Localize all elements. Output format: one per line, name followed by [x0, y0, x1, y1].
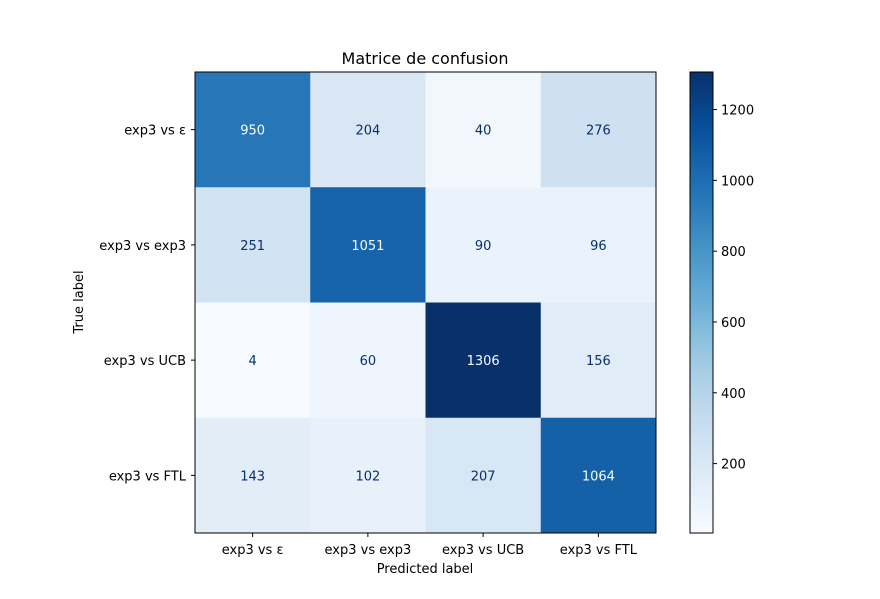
- heatmap-cell: [310, 187, 426, 303]
- cell-value-label: 204: [355, 124, 380, 139]
- heatmap-cell: [540, 187, 657, 303]
- x-tick-label: exp3 vs UCB: [442, 543, 524, 558]
- x-axis-ticks: exp3 vs ε exp3 vs exp3 exp3 vs UCB exp3 vs …: [222, 533, 638, 558]
- heatmap-cell: [195, 417, 311, 534]
- heatmap-cell: [310, 302, 426, 419]
- colorbar-tick-label: 1200: [721, 104, 754, 119]
- x-tick-label: exp3 vs exp3: [325, 543, 412, 558]
- y-axis-ticks: exp3 vs ε exp3 vs exp3 exp3 vs UCB exp3 vs …: [99, 124, 195, 484]
- cell-value-label: 207: [471, 469, 496, 484]
- cell-value-label: 276: [586, 124, 611, 139]
- colorbar-tick-label: 200: [721, 458, 746, 473]
- cell-value-label: 143: [240, 469, 265, 484]
- heatmap-cell: [195, 187, 311, 303]
- colorbar-tick-label: 1000: [721, 174, 754, 189]
- cell-value-label: 102: [355, 469, 380, 484]
- cell-value-label: 90: [475, 239, 492, 254]
- x-axis-label: Predicted label: [377, 562, 474, 577]
- cell-value-label: 950: [240, 124, 265, 139]
- colorbar-gradient: [689, 71, 714, 534]
- y-tick-label: exp3 vs UCB: [104, 354, 186, 369]
- x-tick-label: exp3 vs FTL: [560, 543, 638, 558]
- cell-value-label: 4: [248, 354, 256, 369]
- heatmap-cell: [540, 302, 657, 419]
- heatmap-cell: [425, 417, 542, 534]
- heatmap-cell: [425, 187, 542, 303]
- colorbar-tick-label: 800: [721, 245, 746, 260]
- cell-value-label: 60: [360, 354, 377, 369]
- y-tick-label: exp3 vs ε: [124, 124, 186, 139]
- heatmap-cell: [425, 72, 542, 188]
- cell-value-label: 40: [475, 124, 492, 139]
- heatmap-cell: [425, 302, 542, 419]
- plot-frame: [194, 71, 657, 534]
- colorbar-tick-label: 600: [721, 316, 746, 331]
- y-tick-label: exp3 vs FTL: [109, 469, 187, 484]
- cell-value-label: 1051: [351, 239, 384, 254]
- heatmap-cell: [310, 417, 426, 534]
- cell-value-label: 96: [590, 239, 607, 254]
- y-axis-label: True label: [72, 270, 87, 334]
- heatmap-cell: [195, 302, 311, 419]
- cell-value-label: 156: [586, 354, 611, 369]
- heatmap-cell: [195, 72, 311, 188]
- chart-title: Matrice de confusion: [342, 49, 509, 68]
- heatmap-cells: 950 204 40 276 251 1051 90 96 4 60 1306 156 143 102 20…: [195, 72, 657, 534]
- cell-value-label: 251: [240, 239, 265, 254]
- heatmap-cell: [540, 72, 657, 188]
- y-tick-label: exp3 vs exp3: [99, 239, 186, 254]
- colorbar: 200 400 600 800 1000 1200: [689, 71, 754, 534]
- cell-value-label: 1306: [467, 354, 500, 369]
- colorbar-tick-label: 400: [721, 387, 746, 402]
- cell-value-label: 1064: [582, 469, 615, 484]
- heatmap-cell: [540, 417, 657, 534]
- x-tick-label: exp3 vs ε: [222, 543, 284, 558]
- heatmap-cell: [310, 72, 426, 188]
